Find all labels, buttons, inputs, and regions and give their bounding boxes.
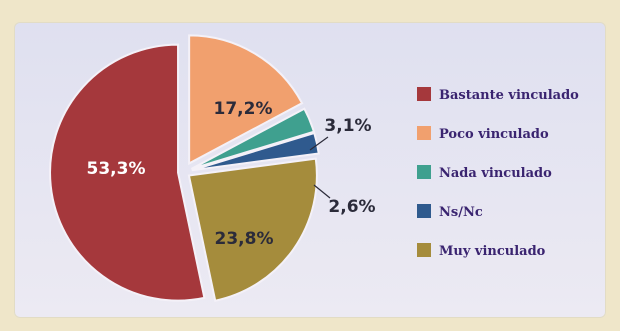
legend-item: Ns/Nc <box>417 204 483 220</box>
legend-label: Muy vinculado <box>439 244 546 259</box>
legend-swatch <box>417 165 431 179</box>
slice-label-bastante-vinculado: 53,3% <box>87 159 146 179</box>
legend-label: Poco vinculado <box>439 127 549 142</box>
pie-slice-bastante-vinculado <box>49 43 206 302</box>
leader-line <box>313 184 331 199</box>
legend-label: Bastante vinculado <box>439 88 579 103</box>
legend-label: Ns/Nc <box>439 205 483 220</box>
leader-lines <box>309 136 331 199</box>
legend-swatch <box>417 204 431 218</box>
legend-swatch <box>417 243 431 257</box>
legend-swatch <box>417 126 431 140</box>
leader-line <box>309 136 329 151</box>
legend-item: Nada vinculado <box>417 165 552 181</box>
legend-item: Muy vinculado <box>417 243 546 259</box>
pie-slices <box>49 34 320 302</box>
pie-slice-muy-vinculado <box>187 157 318 302</box>
slice-label-nada-vinculado: 3,1% <box>324 116 371 136</box>
slice-labels: 53,3% 17,2% 3,1% 2,6% 23,8% <box>87 99 376 249</box>
legend-item: Bastante vinculado <box>417 87 579 103</box>
slice-label-muy-vinculado: 23,8% <box>215 229 274 249</box>
slice-label-poco-vinculado: 17,2% <box>214 99 273 119</box>
slice-label-ns-nc: 2,6% <box>328 197 375 217</box>
pie-slice-ns-nc <box>191 131 320 172</box>
pie-slice-nada-vinculado <box>190 107 316 170</box>
legend-swatch <box>417 87 431 101</box>
legend-item: Poco vinculado <box>417 126 549 142</box>
pie-slice-poco-vinculado <box>188 34 304 166</box>
legend-label: Nada vinculado <box>439 166 552 181</box>
legend: Bastante vinculado Poco vinculado Nada vin… <box>417 87 579 259</box>
